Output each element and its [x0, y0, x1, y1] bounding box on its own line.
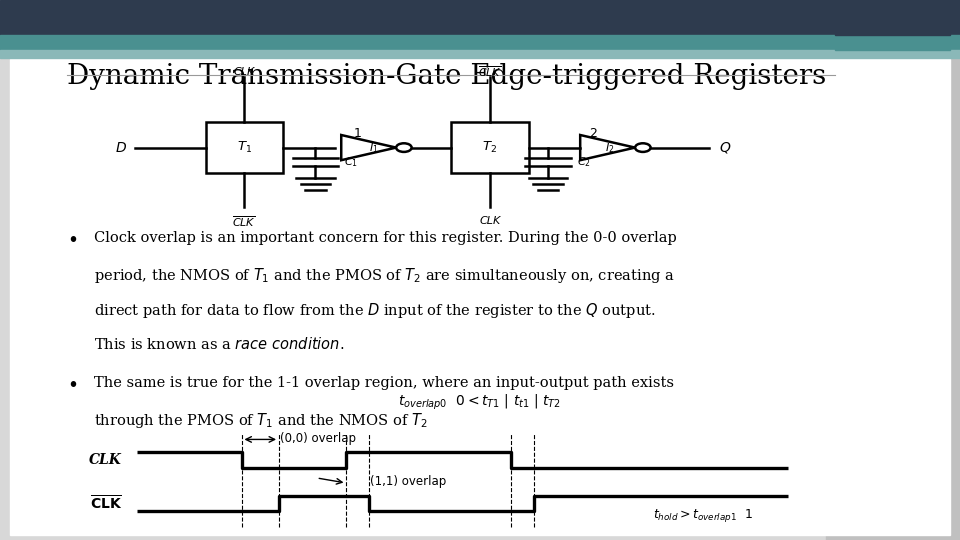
- Text: $T_2$: $T_2$: [482, 140, 497, 155]
- Text: D: D: [115, 140, 126, 154]
- Text: The same is true for the 1-1 overlap region, where an input-output path exists: The same is true for the 1-1 overlap reg…: [94, 376, 675, 390]
- Text: $\overline{CLK}$: $\overline{CLK}$: [232, 214, 256, 229]
- Bar: [205, 123, 283, 173]
- Text: Q: Q: [719, 140, 730, 154]
- Text: period, the NMOS of $T_1$ and the PMOS of $T_2$ are simultaneously on, creating : period, the NMOS of $T_1$ and the PMOS o…: [94, 266, 675, 285]
- Text: •: •: [67, 231, 78, 251]
- Text: direct path for data to flow from the $D$ input of the register to the $Q$ outpu: direct path for data to flow from the $D…: [94, 301, 656, 320]
- Text: Dynamic Transmission-Gate Edge-triggered Registers: Dynamic Transmission-Gate Edge-triggered…: [67, 63, 827, 90]
- Bar: [0, 35, 960, 50]
- Text: •: •: [67, 376, 78, 395]
- Text: (0,0) overlap: (0,0) overlap: [280, 431, 356, 444]
- Text: $I_1$: $I_1$: [369, 141, 378, 154]
- Text: $\mathit{t}_{overlap0}\ \ 0 < \mathit{t}_{T1}\ |\ \mathit{t}_{t1}\ |\ \mathit{t}: $\mathit{t}_{overlap0}\ \ 0 < \mathit{t}…: [398, 393, 562, 412]
- Text: CLK: CLK: [233, 67, 255, 77]
- Text: Clock overlap is an important concern for this register. During the 0-0 overlap: Clock overlap is an important concern fo…: [94, 231, 677, 245]
- Text: $I_2$: $I_2$: [605, 141, 614, 154]
- Text: $\overline{CLK}$: $\overline{CLK}$: [478, 65, 502, 79]
- Bar: [826, 0, 960, 540]
- Bar: [10, 59, 950, 535]
- Bar: [835, 35, 950, 50]
- Text: $C_1$: $C_1$: [345, 155, 358, 169]
- Bar: [0, 0, 960, 35]
- Text: 2: 2: [589, 127, 597, 140]
- Text: $C_2$: $C_2$: [577, 155, 590, 169]
- Text: This is known as a $\mathit{race\ condition.}$: This is known as a $\mathit{race\ condit…: [94, 336, 345, 352]
- Text: CLK: CLK: [479, 217, 500, 226]
- Bar: [835, 0, 950, 35]
- Text: (1,1) overlap: (1,1) overlap: [371, 475, 446, 488]
- Bar: [0, 50, 960, 58]
- Bar: [451, 123, 529, 173]
- Text: $\overline{\mathbf{CLK}}$: $\overline{\mathbf{CLK}}$: [89, 495, 122, 512]
- Text: $T_1$: $T_1$: [237, 140, 252, 155]
- Text: CLK: CLK: [89, 453, 122, 467]
- Text: $t_{hold} > t_{overlap1}\ \ 1$: $t_{hold} > t_{overlap1}\ \ 1$: [654, 507, 754, 524]
- Text: through the PMOS of $T_1$ and the NMOS of $T_2$: through the PMOS of $T_1$ and the NMOS o…: [94, 411, 428, 430]
- Text: 1: 1: [353, 127, 361, 140]
